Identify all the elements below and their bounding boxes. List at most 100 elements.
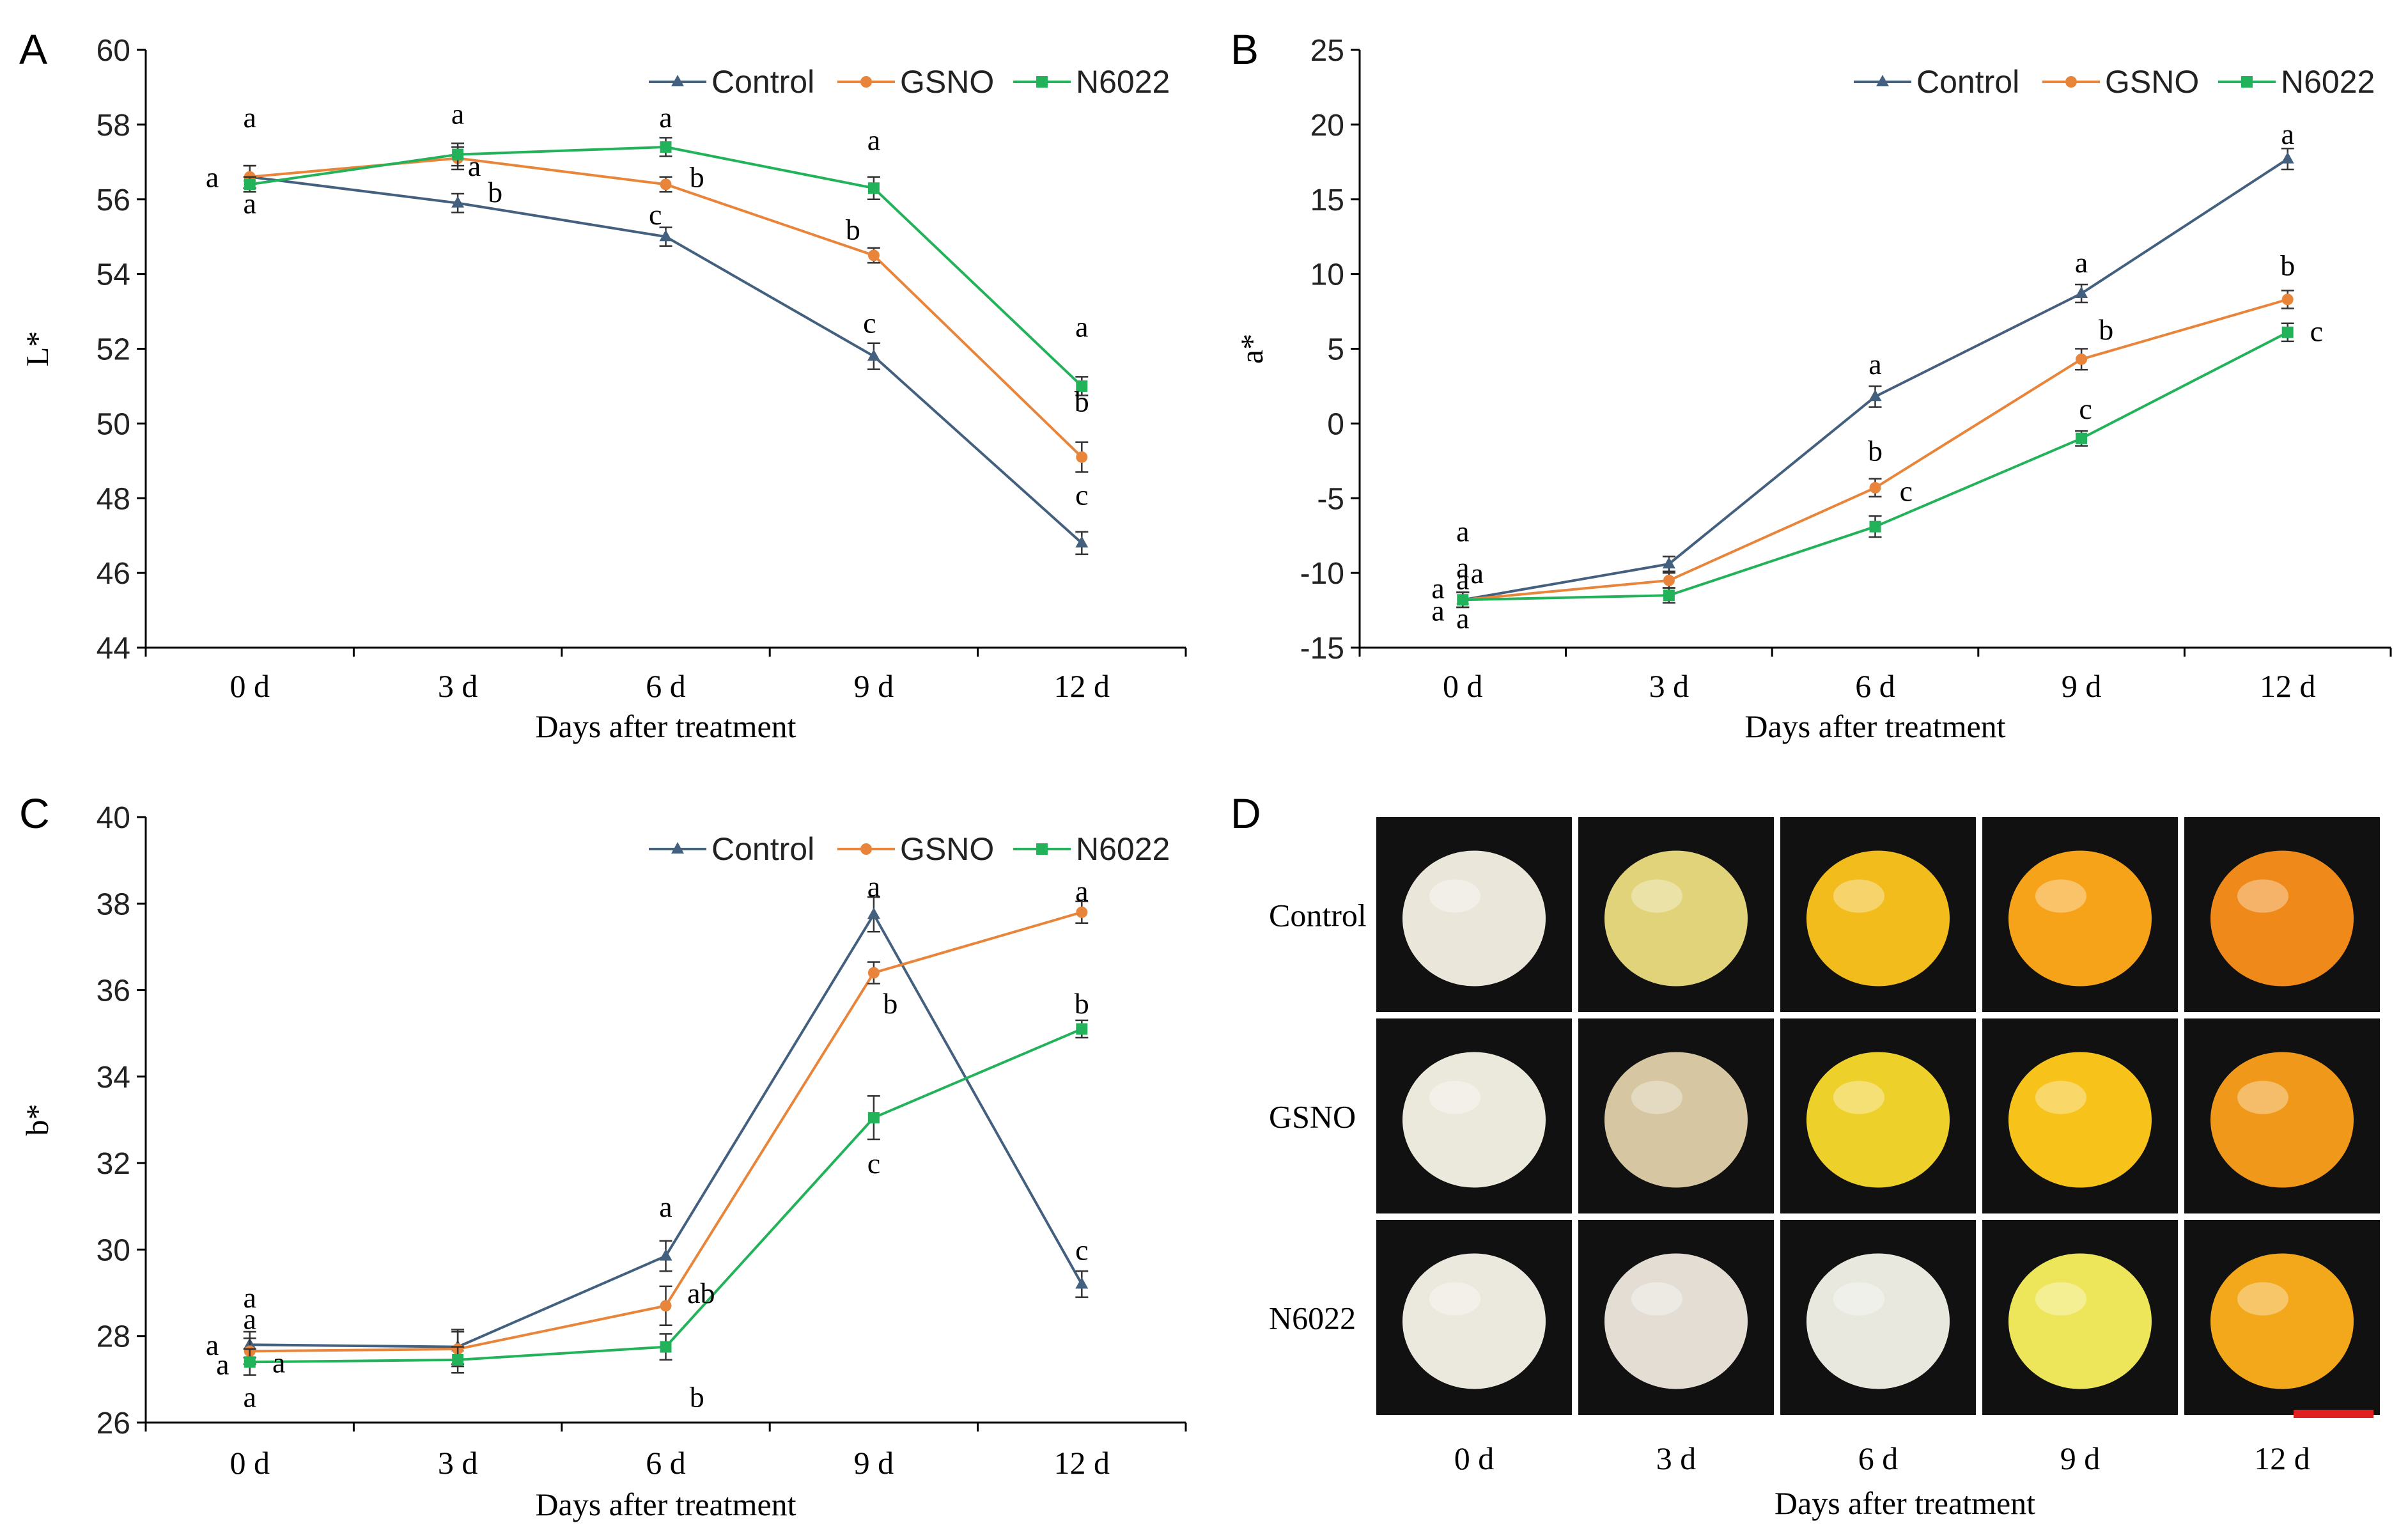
significance-label: a	[243, 1303, 256, 1336]
data-point-n6022	[660, 141, 672, 153]
y-tick-label: 44	[97, 632, 130, 666]
data-point-control	[867, 907, 880, 919]
significance-label: a	[216, 1348, 229, 1381]
x-tick-label: 3 d	[438, 1445, 478, 1481]
fruit	[1402, 850, 1546, 987]
legend-marker-control	[1876, 75, 1889, 86]
series-line-gsno	[249, 157, 1083, 458]
y-tick-label: 32	[97, 1147, 130, 1181]
data-point-n6022	[1076, 1023, 1088, 1035]
legend-marker-n6022	[2241, 76, 2253, 88]
column-label: 0 d	[1454, 1440, 1495, 1476]
y-tick-label: 38	[97, 887, 130, 921]
column-label: 3 d	[1656, 1440, 1697, 1476]
y-tick-label: -10	[1300, 557, 1344, 591]
data-point-n6022	[244, 178, 256, 191]
significance-label: a	[1075, 875, 1088, 907]
significance-label: ab	[687, 1277, 715, 1309]
fruit	[1402, 1253, 1546, 1389]
x-tick-label: 6 d	[1855, 668, 1895, 704]
significance-label: a	[206, 1329, 219, 1361]
fruit	[1806, 1253, 1950, 1389]
series-line-gsno	[249, 910, 1082, 1353]
x-tick-label: 0 d	[229, 668, 270, 704]
fruit	[2008, 1253, 2152, 1389]
y-axis-title: L*	[19, 331, 55, 367]
panel-letter-c: C	[19, 790, 50, 837]
significance-label: a	[206, 161, 219, 194]
significance-label: a	[1868, 348, 1881, 380]
significance-label: a	[1431, 572, 1444, 605]
fruit-highlight	[1833, 1081, 1884, 1114]
data-point-control	[1075, 1277, 1089, 1289]
fruit-highlight	[1833, 879, 1884, 913]
significance-label: a	[243, 187, 256, 220]
y-tick-label: 15	[1310, 183, 1344, 217]
data-point-control	[1868, 389, 1882, 402]
y-tick-label: 52	[97, 333, 130, 367]
legend-label-gsno: GSNO	[2105, 64, 2199, 100]
fruit	[1806, 850, 1950, 987]
fruit	[1604, 850, 1748, 987]
y-tick-label: 60	[97, 34, 130, 68]
y-tick-label: 0	[1327, 407, 1344, 441]
y-tick-label: 20	[1310, 109, 1344, 143]
significance-label: b	[690, 161, 704, 194]
x-tick-label: 3 d	[438, 668, 478, 704]
significance-label: b	[883, 987, 897, 1020]
significance-label: c	[649, 198, 662, 231]
legend-label-n6022: N6022	[1076, 831, 1170, 867]
y-axis-title: b*	[19, 1104, 55, 1136]
significance-label: a	[1471, 557, 1484, 589]
fruit-highlight	[2237, 1081, 2288, 1114]
significance-label: a	[1456, 515, 1469, 548]
fruit	[1604, 1253, 1748, 1389]
significance-label: b	[1075, 987, 1089, 1020]
fruit-highlight	[1429, 879, 1480, 913]
data-point-n6022	[2076, 432, 2088, 444]
x-tick-label: 0 d	[1443, 668, 1483, 704]
y-axis-title: a*	[1234, 334, 1270, 364]
data-point-n6022	[452, 1354, 464, 1366]
significance-label: a	[451, 97, 464, 130]
data-point-gsno	[1663, 574, 1675, 586]
x-tick-label: 12 d	[1054, 1445, 1110, 1481]
y-tick-label: 28	[97, 1320, 130, 1354]
chart-panel-c: 26 28 30 32 34 36 38 40 0 d 3 d 6 d 9 d 12 d Days aft…	[19, 801, 1187, 1522]
x-tick-label: 9 d	[2062, 668, 2102, 704]
fruit-highlight	[1833, 1282, 1884, 1316]
column-label: 12 d	[2254, 1440, 2310, 1476]
fruit-highlight	[2035, 1282, 2086, 1316]
fruit	[2210, 1052, 2354, 1188]
significance-label: a	[1456, 551, 1469, 584]
legend-label-n6022: N6022	[2281, 64, 2375, 100]
data-point-n6022	[867, 182, 880, 194]
significance-label: a	[1075, 310, 1088, 343]
data-point-control	[451, 196, 465, 208]
row-label: GSNO	[1269, 1099, 1356, 1135]
y-tick-label: -15	[1300, 632, 1344, 666]
fruit	[2210, 850, 2354, 987]
data-point-gsno	[867, 249, 880, 261]
legend-marker-gsno	[860, 76, 872, 88]
data-point-n6022	[1076, 380, 1088, 392]
fruit	[1806, 1052, 1950, 1188]
y-tick-label: 25	[1310, 34, 1344, 68]
y-tick-label: 36	[97, 974, 130, 1008]
data-point-control	[1662, 557, 1675, 569]
data-point-gsno	[660, 1300, 672, 1312]
significance-label: a	[2281, 118, 2294, 150]
y-tick-label: 10	[1310, 258, 1344, 292]
data-point-n6022	[452, 148, 464, 160]
y-tick-label: 56	[97, 183, 130, 217]
legend-label-gsno: GSNO	[900, 64, 994, 100]
significance-label: a	[243, 1380, 256, 1413]
fruit-highlight	[1631, 879, 1682, 913]
x-tick-label: 9 d	[854, 668, 894, 704]
fruit-highlight	[1429, 1282, 1480, 1316]
data-point-n6022	[244, 1356, 256, 1368]
fruit-highlight	[2035, 1081, 2086, 1114]
x-tick-label: 6 d	[646, 1445, 686, 1481]
data-point-gsno	[2281, 293, 2294, 306]
